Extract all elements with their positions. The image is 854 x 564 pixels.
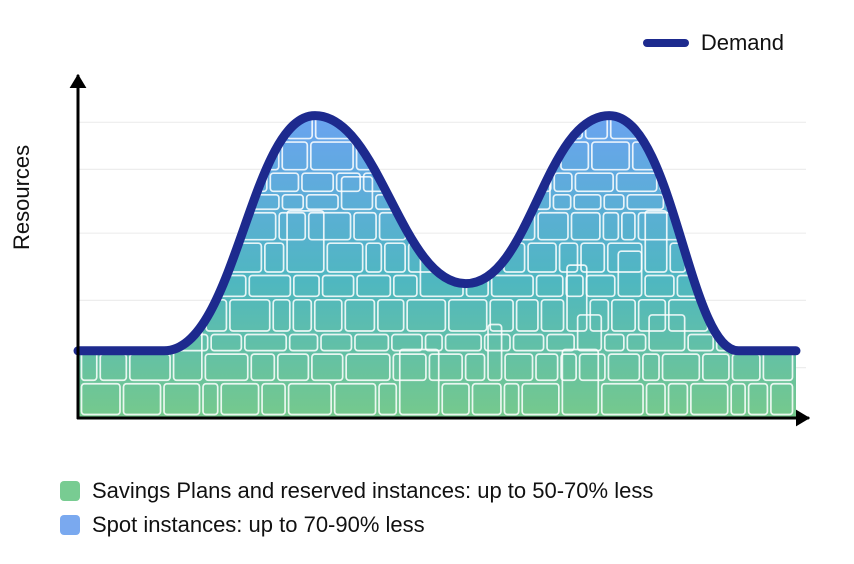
legend-demand-label: Demand [701, 30, 784, 56]
legend-savings-label: Savings Plans and reserved instances: up… [92, 478, 653, 504]
legend-spot-swatch [60, 515, 80, 535]
legend-savings-swatch [60, 481, 80, 501]
legend-demand-swatch [643, 39, 689, 47]
figure-root: Demand Resources Savings Plans and reser… [0, 0, 854, 564]
demand-chart [52, 62, 822, 442]
legend-bottom: Savings Plans and reserved instances: up… [60, 470, 653, 538]
legend-row-savings: Savings Plans and reserved instances: up… [60, 478, 653, 504]
legend-top: Demand [643, 30, 784, 56]
legend-row-spot: Spot instances: up to 70-90% less [60, 512, 653, 538]
y-axis-label: Resources [9, 145, 35, 250]
legend-spot-label: Spot instances: up to 70-90% less [92, 512, 425, 538]
